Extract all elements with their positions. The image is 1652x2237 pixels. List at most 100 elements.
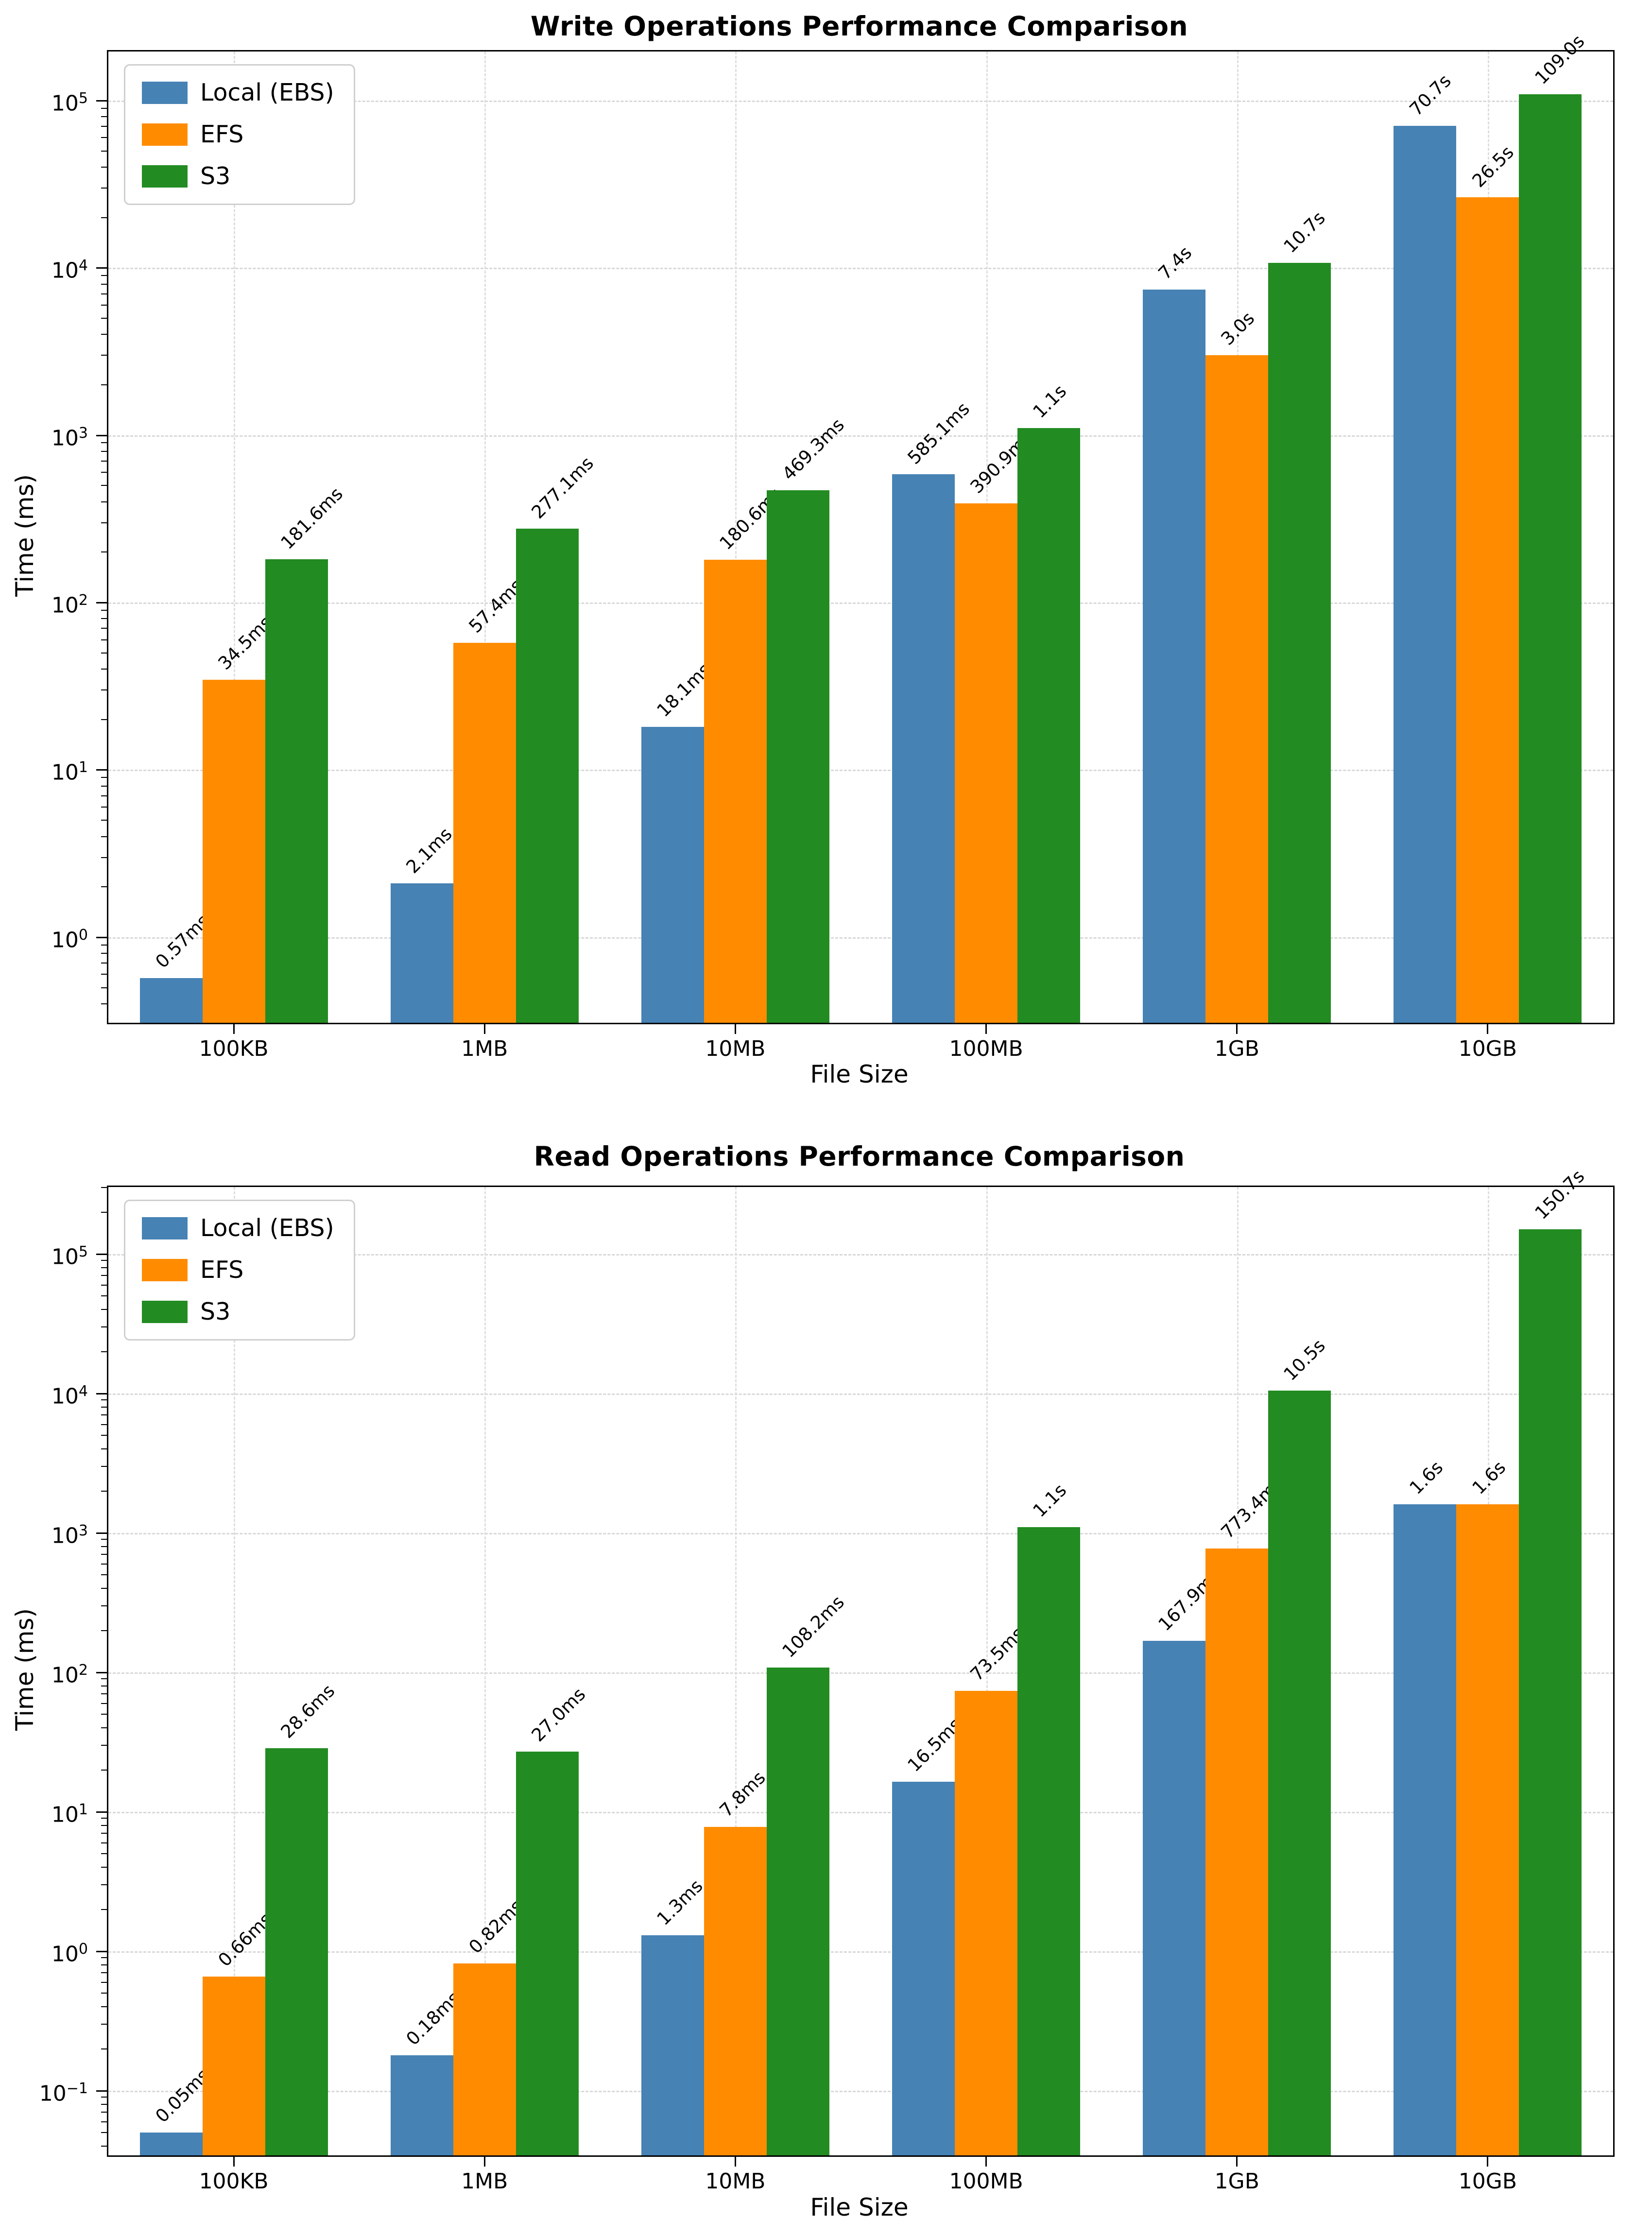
- y-gridline: [108, 770, 1613, 772]
- y-tick-label: 103: [51, 1522, 88, 1549]
- y-major-tick: [96, 1393, 107, 1394]
- s3-swatch: [142, 165, 188, 188]
- y-minor-tick: [101, 1435, 107, 1436]
- x-major-tick: [1236, 1024, 1238, 1034]
- y-gridline: [108, 1811, 1613, 1813]
- y-major-tick: [96, 1532, 107, 1534]
- x-tick-label: 100MB: [949, 1036, 1023, 1061]
- y-minor-tick: [101, 1853, 107, 1855]
- y-minor-tick: [101, 963, 107, 964]
- y-minor-tick: [101, 1818, 107, 1819]
- y-minor-tick: [101, 1981, 107, 1983]
- bar-value-label: 277.1ms: [527, 452, 598, 523]
- bar-local-100KB: [139, 2133, 203, 2155]
- y-major-tick: [96, 1811, 107, 1813]
- legend: Local (EBS) EFS S3: [124, 64, 355, 205]
- y-minor-tick: [101, 551, 107, 553]
- y-minor-tick: [101, 1448, 107, 1450]
- y-minor-tick: [101, 1284, 107, 1286]
- y-minor-tick: [101, 974, 107, 975]
- x-major-tick: [985, 1024, 987, 1034]
- bar-s3-100MB: [1017, 428, 1081, 1023]
- y-minor-tick: [101, 820, 107, 821]
- y-minor-tick: [101, 886, 107, 888]
- y-minor-tick: [101, 318, 107, 319]
- y-gridline: [108, 435, 1613, 437]
- y-gridline: [108, 1394, 1613, 1395]
- y-minor-tick: [101, 1563, 107, 1565]
- bar-local-10MB: [641, 726, 704, 1023]
- y-major-tick: [96, 602, 107, 604]
- bar-s3-100MB: [1017, 1527, 1081, 2155]
- bar-value-label: 469.3ms: [778, 414, 849, 484]
- bar-s3-1MB: [516, 1752, 579, 2155]
- y-minor-tick: [101, 1678, 107, 1680]
- y-minor-tick: [101, 1909, 107, 1910]
- y-minor-tick: [101, 137, 107, 138]
- y-minor-tick: [101, 2132, 107, 2134]
- y-minor-tick: [101, 1842, 107, 1843]
- y-minor-tick: [101, 1309, 107, 1310]
- legend: Local (EBS) EFS S3: [124, 1200, 355, 1341]
- x-gridline: [735, 1187, 737, 2155]
- bar-efs-10GB: [1456, 197, 1519, 1023]
- y-minor-tick: [101, 166, 107, 168]
- bar-local-1GB: [1143, 290, 1206, 1023]
- y-minor-tick: [101, 1605, 107, 1607]
- y-minor-tick: [101, 795, 107, 796]
- x-tick-label: 1MB: [461, 2169, 508, 2194]
- legend-item-s3: S3: [142, 1299, 334, 1325]
- y-tick-label: 102: [51, 1662, 88, 1688]
- y-minor-tick: [101, 1884, 107, 1886]
- y-minor-tick: [101, 1466, 107, 1467]
- y-minor-tick: [101, 1769, 107, 1771]
- bar-value-label: 181.6ms: [276, 483, 347, 553]
- y-minor-tick: [101, 2112, 107, 2113]
- bar-local-100MB: [892, 1781, 955, 2155]
- y-minor-tick: [101, 1003, 107, 1004]
- bar-value-label: 1.1s: [1029, 1480, 1071, 1522]
- y-minor-tick: [101, 1833, 107, 1834]
- y-minor-tick: [101, 1972, 107, 1974]
- y-minor-tick: [101, 355, 107, 356]
- legend-item-local: Local (EBS): [142, 80, 334, 105]
- y-minor-tick: [101, 107, 107, 109]
- y-gridline: [108, 1254, 1613, 1256]
- y-minor-tick: [101, 836, 107, 837]
- x-gridline: [234, 1187, 236, 2155]
- bar-value-label: 108.2ms: [778, 1591, 849, 1662]
- y-gridline: [108, 268, 1613, 270]
- bar-efs-100MB: [955, 1691, 1018, 2155]
- y-minor-tick: [101, 1693, 107, 1695]
- local-swatch: [142, 1217, 188, 1239]
- x-major-tick: [483, 2157, 485, 2167]
- x-major-tick: [483, 1024, 485, 1034]
- y-minor-tick: [101, 334, 107, 335]
- bar-value-label: 7.4s: [1154, 242, 1196, 284]
- y-minor-tick: [101, 1546, 107, 1547]
- bar-local-10MB: [641, 1935, 704, 2155]
- bar-efs-100MB: [955, 503, 1018, 1023]
- y-gridline: [108, 1951, 1613, 1953]
- y-minor-tick: [101, 1745, 107, 1746]
- y-minor-tick: [101, 609, 107, 611]
- read-operations-chart: Read Operations Performance Comparison 1…: [0, 1118, 1652, 2237]
- y-minor-tick: [101, 857, 107, 858]
- x-axis-label: File Size: [810, 2193, 909, 2221]
- y-minor-tick: [101, 1414, 107, 1416]
- bar-s3-10MB: [766, 1668, 829, 2155]
- y-tick-label: 104: [51, 257, 88, 283]
- legend-label: S3: [200, 162, 231, 190]
- x-tick-label: 100KB: [199, 2169, 269, 2194]
- y-minor-tick: [101, 1351, 107, 1352]
- y-gridline: [108, 1533, 1613, 1534]
- bar-s3-1GB: [1268, 1390, 1331, 2155]
- bar-s3-10GB: [1519, 94, 1582, 1023]
- y-minor-tick: [101, 461, 107, 462]
- y-minor-tick: [101, 188, 107, 189]
- bar-value-label: 2.1ms: [402, 823, 456, 878]
- x-major-tick: [734, 1024, 736, 1034]
- y-tick-label: 103: [51, 424, 88, 451]
- legend-item-efs: EFS: [142, 1257, 334, 1283]
